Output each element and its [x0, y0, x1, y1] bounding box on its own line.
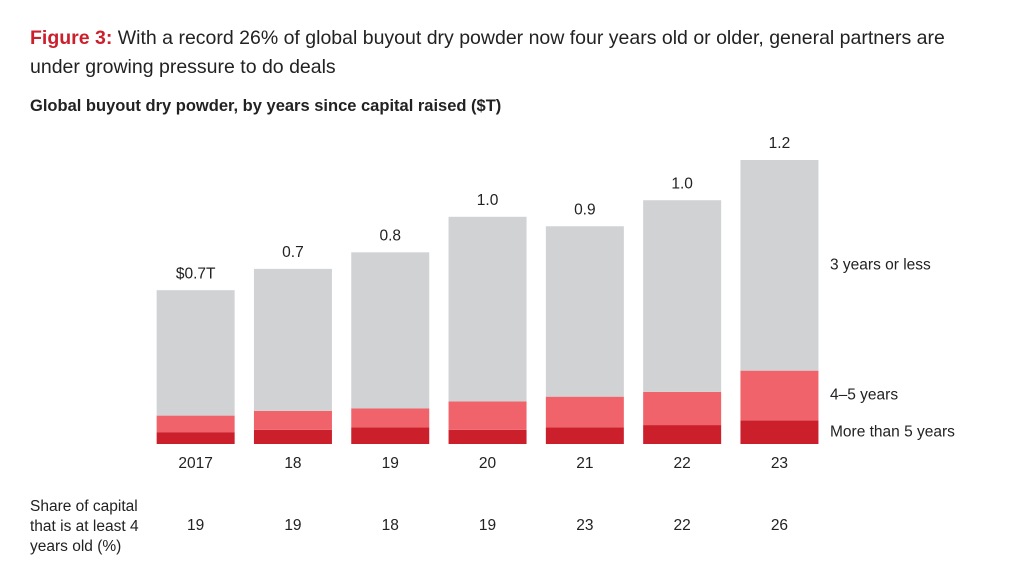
- bar-segment: [351, 408, 430, 428]
- bar-segment: [448, 216, 527, 402]
- x-tick-label: 18: [284, 455, 301, 472]
- bar-segment: [156, 432, 235, 444]
- total-label: 1.0: [671, 175, 693, 192]
- share-value: 19: [284, 517, 301, 534]
- bar-segment: [545, 427, 624, 444]
- total-label: 0.7: [282, 244, 304, 261]
- chart-title: With a record 26% of global buyout dry p…: [30, 27, 945, 78]
- figure-label: Figure 3:: [30, 27, 113, 49]
- bar-segment: [448, 429, 527, 444]
- total-label: 0.9: [574, 201, 596, 218]
- share-value: 26: [771, 517, 788, 534]
- legend-label: 4–5 years: [830, 387, 898, 404]
- x-tick-label: 22: [674, 455, 691, 472]
- x-tick-label: 21: [576, 455, 593, 472]
- bar-segment: [253, 268, 332, 411]
- bar-segment: [156, 415, 235, 433]
- x-tick-label: 2017: [178, 455, 212, 472]
- chart-subtitle: Global buyout dry powder, by years since…: [30, 97, 502, 115]
- bar-segment: [740, 370, 819, 421]
- title-block: Figure 3: With a record 26% of global bu…: [30, 24, 990, 82]
- total-label: $0.7T: [176, 265, 216, 282]
- total-label: 0.8: [379, 227, 401, 244]
- bar-segment: [253, 429, 332, 444]
- share-value: 19: [187, 517, 204, 534]
- total-label: 1.0: [477, 192, 499, 209]
- bar-segment: [643, 200, 722, 392]
- legend-label: More than 5 years: [830, 423, 955, 440]
- share-value: 18: [382, 517, 399, 534]
- x-tick-label: 19: [382, 455, 399, 472]
- bar-segment: [156, 290, 235, 416]
- bar-segment: [351, 252, 430, 409]
- bar-segment: [740, 160, 819, 371]
- legend-label: 3 years or less: [830, 256, 931, 273]
- bar-segment: [253, 410, 332, 430]
- bar-segment: [545, 226, 624, 397]
- bar-segment: [545, 396, 624, 428]
- share-row-label: Share of capital that is at least 4 year…: [30, 498, 139, 555]
- share-value: 23: [576, 517, 593, 534]
- share-value: 22: [674, 517, 691, 534]
- total-label: 1.2: [769, 135, 791, 152]
- x-tick-label: 20: [479, 455, 497, 472]
- bar-segment: [643, 391, 722, 426]
- bar-segment: [740, 420, 819, 444]
- x-tick-label: 23: [771, 455, 788, 472]
- share-value: 19: [479, 517, 496, 534]
- bar-segment: [351, 427, 430, 444]
- bar-segment: [448, 401, 527, 430]
- bar-segment: [643, 425, 722, 444]
